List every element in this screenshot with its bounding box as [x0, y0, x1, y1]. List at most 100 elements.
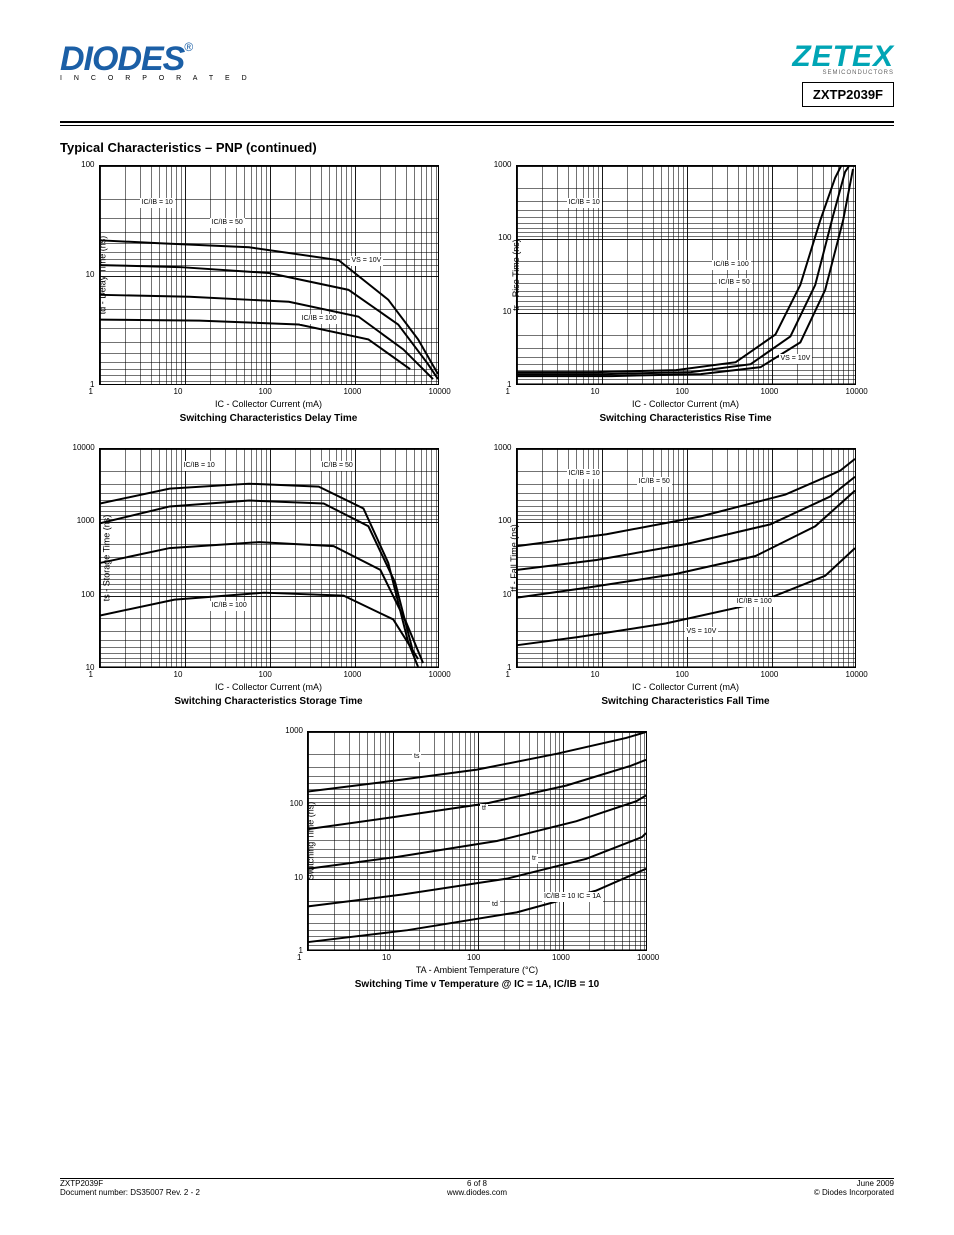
y-tick-label: 1000: [490, 443, 512, 452]
x-tick-label: 1000: [552, 953, 570, 962]
chart-title: Switching Characteristics Delay Time: [180, 413, 358, 424]
chart-annotation: IC/IB = 10: [182, 461, 217, 471]
x-tick-label: 1000: [344, 670, 362, 679]
chart-plot-area: IC/IB = 10 IC/IB = 50 IC/IB = 100 VS = 10V: [516, 165, 856, 385]
x-axis-label: IC - Collector Current (mA): [632, 682, 739, 692]
chart-title: Switching Time v Temperature @ IC = 1A, …: [355, 979, 599, 990]
chart-cell: ts tf tr td IC/IB = 10 IC = 1A Switching Time…: [80, 731, 874, 990]
x-tick-label: 10000: [429, 387, 451, 396]
chart-annotation: IC/IB = 100: [735, 597, 774, 607]
x-axis-label: IC - Collector Current (mA): [215, 682, 322, 692]
registered-mark: ®: [184, 40, 193, 54]
y-tick-label: 10: [490, 307, 512, 316]
y-tick-label: 100: [73, 590, 95, 599]
y-tick-label: 10: [73, 270, 95, 279]
x-tick-label: 10000: [637, 953, 659, 962]
x-tick-label: 10: [174, 387, 183, 396]
y-axis-label: tf - Fall Time (ns): [508, 524, 518, 592]
y-tick-label: 100: [281, 799, 303, 808]
x-tick-label: 10000: [846, 387, 868, 396]
right-header: ZETEX SEMICONDUCTORS ZXTP2039F: [792, 40, 894, 107]
chart-annotation: IC/IB = 100: [300, 314, 339, 324]
y-tick-label: 1000: [281, 726, 303, 735]
chart-annotation: td: [490, 900, 500, 910]
x-axis-label: TA - Ambient Temperature (°C): [416, 965, 538, 975]
chart-annotation: ts: [412, 752, 421, 762]
chart-annotation: IC/IB = 50: [210, 218, 245, 228]
chart-cell: IC/IB = 10 IC/IB = 50 IC/IB = 100 VS = 10V t…: [497, 165, 874, 424]
diodes-logo-text: DIODES: [60, 40, 184, 78]
x-tick-label: 1000: [761, 387, 779, 396]
y-tick-label: 10: [490, 590, 512, 599]
x-tick-label: 10: [382, 953, 391, 962]
y-axis-label: ts - Storage Time (ns): [101, 515, 111, 602]
footer-url: www.diodes.com: [60, 1188, 894, 1197]
y-tick-label: 100: [490, 516, 512, 525]
x-tick-label: 10: [174, 670, 183, 679]
y-tick-label: 10: [281, 873, 303, 882]
divider-thick: [60, 121, 894, 123]
chart-annotation: IC/IB = 50: [717, 278, 752, 288]
chart-title: Switching Characteristics Rise Time: [599, 413, 771, 424]
x-tick-label: 1: [506, 387, 510, 396]
page-footer: ZXTP2039F Document number: DS35007 Rev. …: [60, 1179, 894, 1197]
chart-plot-area: ts tf tr td IC/IB = 10 IC = 1A: [307, 731, 647, 951]
chart-annotation: IC/IB = 50: [637, 477, 672, 487]
footer-center: 6 of 8 www.diodes.com: [60, 1179, 894, 1197]
x-tick-label: 100: [259, 387, 272, 396]
x-axis-label: IC - Collector Current (mA): [215, 399, 322, 409]
chart-annotation: IC/IB = 10: [567, 198, 602, 208]
y-tick-label: 1000: [73, 516, 95, 525]
y-axis-label: Switching Time (ns): [305, 802, 315, 881]
section-title: Typical Characteristics – PNP (continued…: [60, 140, 894, 155]
y-axis-label: td - Delay Time (ns): [97, 236, 107, 315]
x-tick-label: 10000: [429, 670, 451, 679]
x-tick-label: 10: [591, 670, 600, 679]
x-tick-label: 10: [591, 387, 600, 396]
chart-annotation: tr: [530, 854, 538, 864]
chart-annotation: VS = 10V: [685, 627, 719, 637]
chart-plot-area: IC/IB = 10 IC/IB = 50 IC/IB = 100: [99, 448, 439, 668]
x-tick-label: 1: [297, 953, 301, 962]
chart-plot-area: IC/IB = 10 IC/IB = 50 IC/IB = 100 VS = 10V: [516, 448, 856, 668]
chart-title: Switching Characteristics Storage Time: [174, 696, 362, 707]
chart-annotation: IC/IB = 100: [712, 260, 751, 270]
chart-plot-area: IC/IB = 10 IC/IB = 50 IC/IB = 100 VS = 10V: [99, 165, 439, 385]
chart-annotation: tf: [480, 804, 488, 814]
y-tick-label: 10000: [73, 443, 95, 452]
chart-annotation: IC/IB = 10: [140, 198, 175, 208]
x-tick-label: 100: [676, 670, 689, 679]
x-tick-label: 1000: [761, 670, 779, 679]
chart-cell: IC/IB = 10 IC/IB = 50 IC/IB = 100 VS = 10V t…: [497, 448, 874, 707]
y-tick-label: 1000: [490, 160, 512, 169]
x-tick-label: 1: [506, 670, 510, 679]
chart-annotation: IC/IB = 100: [210, 601, 249, 611]
zetex-logo: ZETEX: [792, 40, 894, 74]
diodes-logo-sub: I N C O R P O R A T E D: [60, 75, 252, 82]
y-tick-label: 100: [73, 160, 95, 169]
chart-annotation: IC/IB = 10 IC = 1A: [542, 892, 603, 902]
x-tick-label: 10000: [846, 670, 868, 679]
chart-annotation: IC/IB = 50: [320, 461, 355, 471]
chart-title: Switching Characteristics Fall Time: [601, 696, 769, 707]
x-tick-label: 100: [259, 670, 272, 679]
x-tick-label: 1: [89, 387, 93, 396]
chart-annotation: IC/IB = 10: [567, 469, 602, 479]
x-tick-label: 1: [89, 670, 93, 679]
x-tick-label: 1000: [344, 387, 362, 396]
x-tick-label: 100: [467, 953, 480, 962]
x-tick-label: 100: [676, 387, 689, 396]
footer-page-no: 6 of 8: [60, 1179, 894, 1188]
chart-annotation: VS = 10V: [350, 256, 384, 266]
y-tick-label: 100: [490, 233, 512, 242]
charts-grid: IC/IB = 10 IC/IB = 50 IC/IB = 100 VS = 10V t…: [60, 165, 894, 990]
chart-cell: IC/IB = 10 IC/IB = 50 IC/IB = 100 ts - Stor…: [80, 448, 457, 707]
part-number-box: ZXTP2039F: [802, 82, 894, 107]
diodes-logo: DIODES® I N C O R P O R A T E D: [60, 40, 252, 82]
x-axis-label: IC - Collector Current (mA): [632, 399, 739, 409]
divider-thin: [60, 125, 894, 126]
chart-cell: IC/IB = 10 IC/IB = 50 IC/IB = 100 VS = 10V t…: [80, 165, 457, 424]
y-axis-label: tr - Rise Time (ns): [510, 239, 520, 311]
page-header: DIODES® I N C O R P O R A T E D ZETEX SE…: [60, 40, 894, 107]
chart-annotation: VS = 10V: [779, 354, 813, 364]
